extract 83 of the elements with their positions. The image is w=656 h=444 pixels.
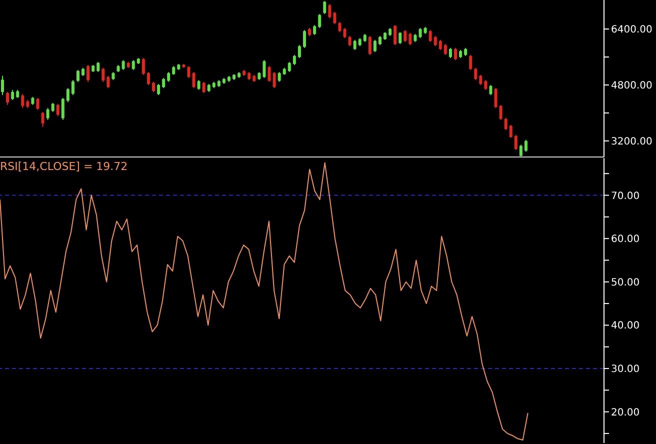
candlestick [146, 72, 150, 86]
candlestick [378, 36, 382, 46]
candlestick [71, 80, 74, 96]
candlestick [278, 72, 281, 82]
candlestick [86, 64, 90, 82]
candlestick [162, 77, 166, 89]
candlestick [444, 44, 447, 56]
candlestick [106, 75, 110, 89]
chart-title: RSI[14,CLOSE] = 19.72 [0, 160, 128, 173]
candlestick [272, 72, 276, 89]
candlestick [434, 36, 437, 47]
candlestick [318, 13, 322, 28]
candlestick [197, 80, 200, 90]
y-tick-label: 30.00 [611, 364, 640, 376]
candlestick [132, 60, 135, 70]
y-tick-label: 4800.00 [611, 80, 652, 92]
candlestick [418, 27, 422, 39]
y-tick-label: 50.00 [611, 277, 640, 288]
candlestick [368, 36, 372, 56]
candlestick [122, 60, 125, 70]
y-tick-label: 3200.00 [611, 136, 652, 148]
candlestick [56, 103, 60, 117]
candlestick [343, 27, 346, 39]
candlestick [404, 30, 407, 42]
candlestick [313, 24, 316, 36]
candlestick [373, 39, 376, 53]
candlestick [484, 80, 488, 90]
candlestick [479, 74, 482, 86]
y-tick-label: 60.00 [611, 234, 640, 246]
candlestick [288, 61, 291, 73]
candlestick [6, 91, 10, 106]
candlestick [438, 39, 442, 50]
candlestick [61, 97, 64, 120]
candlestick [323, 0, 326, 14]
candlestick [192, 72, 196, 89]
candlestick [348, 36, 352, 47]
candlestick [333, 11, 336, 25]
candlestick [448, 47, 452, 59]
candlestick [66, 88, 70, 103]
candlestick [408, 32, 412, 46]
candlestick [469, 54, 472, 70]
candlestick [187, 66, 190, 78]
candlestick [394, 24, 397, 46]
candlestick [499, 104, 502, 120]
candlestick [454, 47, 457, 61]
candlestick [509, 124, 512, 138]
candlestick [96, 61, 100, 73]
candlestick [519, 144, 522, 157]
candlestick [504, 117, 508, 131]
y-tick-label: 20.00 [611, 407, 640, 418]
candlestick [202, 81, 206, 94]
candlestick [524, 139, 528, 152]
line-series [0, 162, 528, 440]
candlestick [167, 72, 170, 82]
candlestick [262, 60, 266, 78]
candlestick [157, 83, 160, 96]
candlestick [303, 30, 306, 48]
candlestick [152, 81, 155, 92]
candlestick [46, 108, 50, 120]
candlestick [514, 134, 518, 151]
candlestick [494, 88, 498, 109]
candlestick [489, 84, 492, 96]
y-tick-label: 6400.00 [611, 24, 652, 36]
candlestick [428, 30, 432, 42]
candlestick [102, 67, 105, 82]
candlestick [398, 32, 402, 45]
candlestick [292, 54, 296, 66]
candlestick [21, 94, 24, 109]
candlestick [142, 58, 145, 76]
candlestick [474, 67, 478, 81]
candlestick [268, 66, 271, 82]
candlestick [51, 102, 54, 112]
candlestick [11, 89, 14, 101]
candlestick [298, 44, 301, 59]
candlestick [328, 4, 332, 19]
candlestick [36, 97, 40, 110]
candlestick [353, 39, 356, 50]
candlestick [338, 22, 342, 33]
candlestick [1, 75, 4, 96]
candlestick [76, 69, 80, 82]
y-tick-label: 70.00 [611, 190, 640, 202]
candlestick [41, 111, 44, 128]
y-tick-label: 40.00 [611, 320, 640, 332]
